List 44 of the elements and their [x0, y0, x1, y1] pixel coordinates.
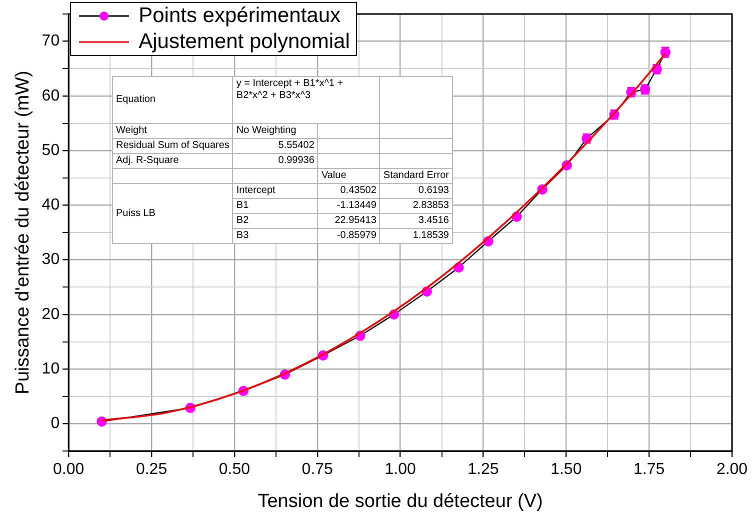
y-tick-label: 60 — [42, 87, 60, 104]
annotation: 0.6193 — [380, 184, 452, 198]
annotation: 22.95413 — [318, 214, 380, 228]
y-tick-label: 70 — [42, 32, 60, 50]
x-tick-label: 1.00 — [384, 461, 416, 478]
y-tick-label: 0 — [50, 415, 60, 432]
x-tick-label: 1.75 — [634, 461, 665, 478]
annotation: B2 — [232, 214, 318, 228]
annotation: -0.85979 — [318, 228, 380, 244]
annotation: B1 — [232, 198, 318, 214]
annotation: 0.99936 — [232, 154, 318, 168]
annotation: Residual Sum of Squares — [112, 138, 233, 154]
x-tick-label: 0.25 — [136, 461, 168, 478]
annotation: Adj. R-Square — [112, 154, 233, 168]
annotation: Puiss LB — [112, 184, 233, 244]
annotation: B3 — [232, 228, 318, 244]
annotation: 0.43502 — [318, 184, 380, 198]
y-tick-label: 10 — [42, 360, 60, 378]
x-tick-label: 1.50 — [550, 461, 582, 478]
annotation: No Weighting — [232, 124, 318, 138]
x-axis-title: Tension de sortie du détecteur (V) — [258, 490, 543, 512]
annotation: Weight — [112, 124, 233, 138]
annotation: Equation — [112, 76, 233, 124]
x-tick-label: 1.25 — [468, 461, 499, 478]
annotation: Standard Error — [380, 168, 452, 184]
annotation: 3.4516 — [380, 214, 452, 228]
y-tick-label: 30 — [42, 251, 60, 268]
x-tick-label: 0.50 — [218, 461, 250, 478]
y-tick-label: 20 — [42, 306, 60, 323]
y-axis-title: Puissance d'entrée du détecteur (mW) — [12, 70, 34, 394]
annotation: 1.18539 — [380, 228, 452, 244]
annotation: 5.55402 — [232, 138, 318, 154]
y-tick-label: 50 — [42, 142, 60, 159]
legend-label: Points expérimentaux — [138, 3, 341, 29]
annotation: Intercept — [232, 184, 318, 198]
annotation: Value — [318, 168, 380, 184]
annotation: 2.83853 — [380, 198, 452, 214]
x-tick-label: 2.00 — [716, 461, 748, 478]
legend-label: Ajustement polynomial — [138, 29, 350, 55]
x-tick-label: 0.00 — [53, 461, 84, 478]
annotation: -1.13449 — [318, 198, 380, 214]
annotation: y = Intercept + B1*x^1 + B2*x^2 + B3*x^3 — [232, 76, 380, 124]
y-tick-label: 40 — [42, 196, 60, 214]
x-tick-label: 0.75 — [302, 461, 334, 478]
